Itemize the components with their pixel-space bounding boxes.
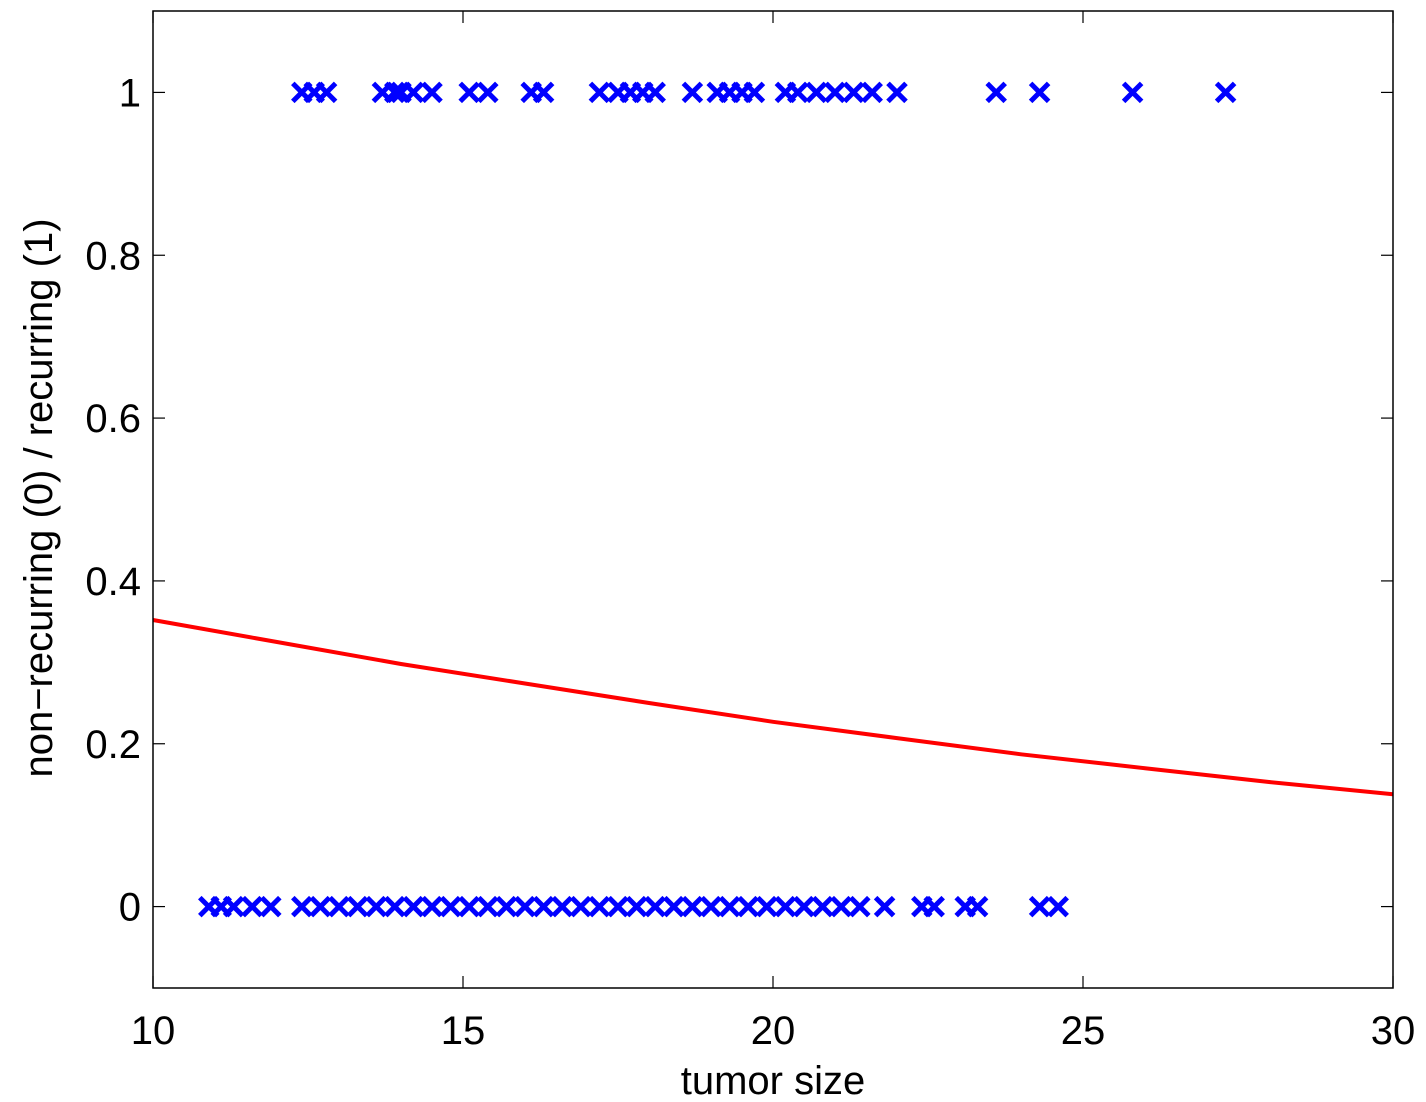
scatter-point bbox=[663, 895, 685, 918]
y-tick-label: 0.8 bbox=[85, 234, 141, 278]
y-tick-label: 0.2 bbox=[85, 723, 141, 767]
scatter-point bbox=[793, 895, 815, 918]
scatter-point bbox=[570, 895, 592, 918]
scatter-point bbox=[1028, 81, 1051, 104]
scatter-point bbox=[849, 895, 871, 918]
scatter-point bbox=[346, 895, 369, 918]
scatter-point bbox=[532, 895, 555, 918]
scatter-point bbox=[700, 895, 722, 918]
scatter-point bbox=[402, 81, 425, 104]
scatter-point bbox=[985, 81, 1007, 104]
scatter-point bbox=[421, 895, 443, 918]
scatter-point bbox=[384, 895, 406, 918]
scatter-point bbox=[681, 895, 704, 918]
scatter-point bbox=[402, 895, 425, 918]
scatter-point bbox=[805, 81, 828, 104]
scatter-point bbox=[774, 895, 797, 918]
scatter-point bbox=[328, 895, 350, 918]
scatter-point bbox=[458, 895, 480, 918]
scatter-point bbox=[260, 895, 282, 918]
x-tick-label: 20 bbox=[751, 1009, 796, 1053]
y-tick-label: 0.6 bbox=[85, 397, 141, 441]
scatter-point bbox=[477, 81, 499, 104]
scatter-point bbox=[861, 81, 883, 104]
scatter-point bbox=[309, 895, 332, 918]
scatter-point bbox=[607, 895, 629, 918]
y-axis-label: non−recurring (0) / recurring (1) bbox=[17, 218, 61, 777]
scatter-point bbox=[1121, 81, 1144, 104]
x-tick-label: 30 bbox=[1371, 1009, 1416, 1053]
x-tick-label: 25 bbox=[1061, 1009, 1106, 1053]
scatter-point bbox=[842, 81, 865, 104]
scatter-point bbox=[222, 895, 245, 918]
y-tick-label: 0 bbox=[119, 886, 141, 930]
scatter-point bbox=[830, 895, 852, 918]
scatter-point bbox=[1028, 895, 1051, 918]
scatter-point bbox=[644, 895, 666, 918]
scatter-point bbox=[811, 895, 834, 918]
y-tick-label: 0.4 bbox=[85, 560, 141, 604]
scatter-point bbox=[743, 81, 766, 104]
scatter-point bbox=[365, 895, 387, 918]
marks-layer bbox=[152, 81, 1394, 918]
x-axis-label: tumor size bbox=[681, 1059, 866, 1102]
scatter-point bbox=[588, 895, 611, 918]
scatter-point bbox=[737, 895, 759, 918]
scatter-point bbox=[756, 895, 778, 918]
scatter-point bbox=[625, 895, 648, 918]
scatter-point bbox=[458, 81, 480, 104]
y-tick-label: 1 bbox=[119, 71, 141, 115]
scatter-point bbox=[421, 81, 443, 104]
scatter-point bbox=[384, 81, 406, 104]
scatter-point bbox=[315, 81, 338, 104]
scatter-point bbox=[886, 81, 908, 104]
scatter-point bbox=[681, 81, 704, 104]
scatter-point bbox=[291, 895, 313, 918]
plot-area bbox=[153, 11, 1393, 988]
scatter-point bbox=[588, 81, 611, 104]
scatter-point bbox=[718, 895, 741, 918]
scatter-point bbox=[514, 895, 536, 918]
scatter-point bbox=[644, 81, 666, 104]
scatter-point bbox=[873, 895, 896, 918]
scatter-point bbox=[1214, 81, 1237, 104]
x-tick-label: 15 bbox=[441, 1009, 486, 1053]
x-tick-label: 10 bbox=[131, 1009, 176, 1053]
ticks-layer: 10 15 20 25 30 0 0.2 0.4 0.6 0.8 1 bbox=[85, 11, 1415, 1053]
scatter-point bbox=[439, 895, 462, 918]
scatter-point bbox=[787, 81, 809, 104]
scatter-point bbox=[551, 895, 573, 918]
scatter-point bbox=[495, 895, 518, 918]
scatter-point bbox=[477, 895, 499, 918]
scatter-point bbox=[824, 81, 846, 104]
scatter-point bbox=[241, 895, 263, 918]
scatter-point bbox=[532, 81, 555, 104]
scatter-point bbox=[966, 895, 989, 918]
fit-line bbox=[152, 618, 1394, 797]
scatter-point bbox=[923, 895, 945, 918]
plot-frame bbox=[152, 10, 1394, 989]
scatter-point bbox=[1047, 895, 1069, 918]
